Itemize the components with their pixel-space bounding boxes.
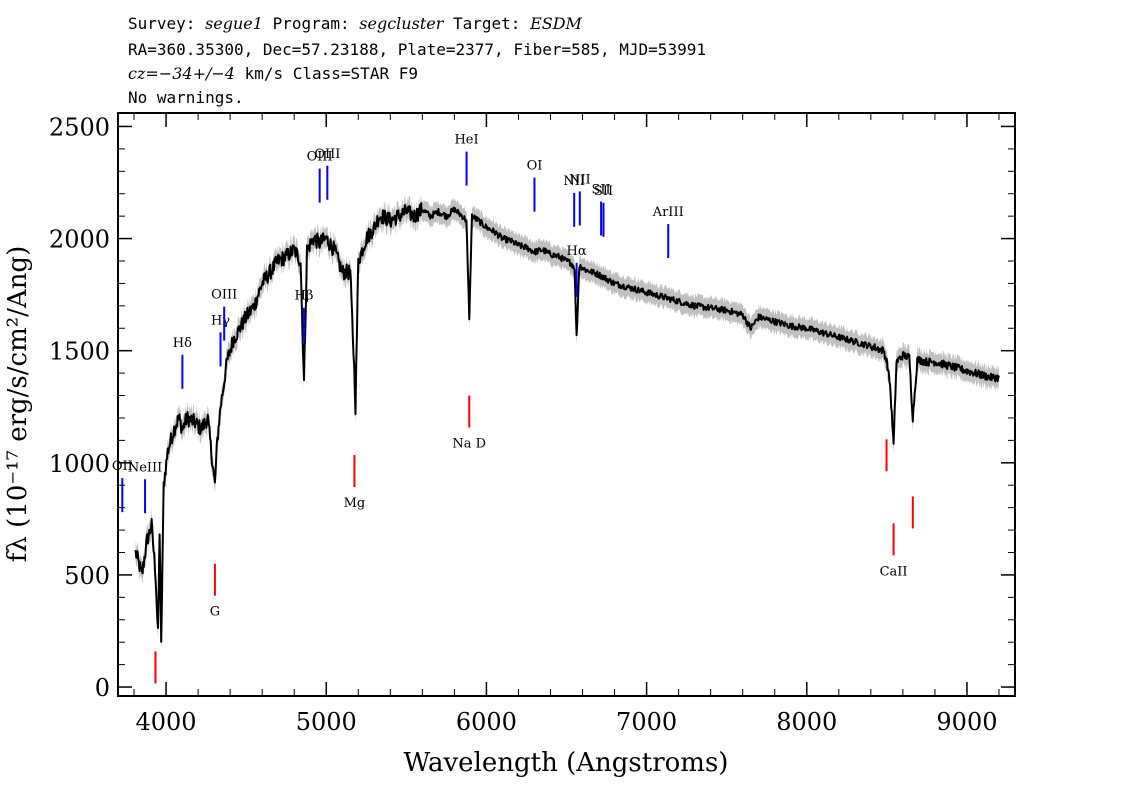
flux-layer: [134, 202, 1000, 643]
emission-line-label: OI: [527, 159, 543, 174]
absorption-line-label: CaII: [880, 564, 908, 579]
flux-line: [134, 202, 1000, 643]
y-tick-label: 1500: [49, 338, 110, 366]
x-tick-label: 5000: [296, 708, 357, 736]
cz-value: cz=−34+/−4: [128, 64, 235, 83]
survey-label: Survey:: [128, 14, 196, 33]
emission-line-label: OIII: [211, 288, 237, 303]
x-tick-label: 8000: [776, 708, 837, 736]
target-label: Target:: [453, 14, 521, 33]
emission-line-label: Hγ: [211, 313, 230, 328]
emission-line-label: NII: [563, 174, 585, 189]
x-tick-label: 4000: [136, 708, 197, 736]
program-value: segcluster: [359, 14, 444, 33]
x-tick-label: 9000: [936, 708, 997, 736]
header-line-coordinates: RA=360.35300, Dec=57.23188, Plate=2377, …: [128, 40, 706, 59]
emission-line-label: Hβ: [295, 289, 314, 304]
emission-line-label: NII: [569, 172, 591, 187]
emission-line-label: NeIII: [128, 460, 162, 475]
absorption-line-label: G: [210, 605, 220, 620]
emission-line-label: OIII: [314, 147, 340, 162]
survey-value: segue1: [205, 14, 263, 33]
emission-line-label: HeI: [454, 133, 478, 148]
x-tick-label: 6000: [456, 708, 517, 736]
y-tick-label: 0: [95, 674, 110, 702]
emission-line-label: Hα: [567, 244, 587, 259]
absorption-line-label: Mg: [344, 496, 366, 511]
y-tick-label: 2500: [49, 113, 110, 141]
target-value: ESDM: [530, 14, 582, 33]
header-line-redshift: cz=−34+/−4 km/s Class=STAR F9: [128, 64, 418, 83]
header-line-survey: Survey: segue1 Program: segcluster Targe…: [128, 14, 582, 33]
y-tick-label: 1000: [49, 450, 110, 478]
emission-line-label: SII: [594, 184, 613, 199]
header-line-warnings: No warnings.: [128, 88, 244, 107]
emission-line-label: ArIII: [652, 205, 684, 220]
ticks-layer: 4000 5000 6000 7000 8000 9000 0 500 1000 1500 2000…: [49, 113, 1015, 736]
emission-line-label: OIII: [307, 150, 333, 165]
y-tick-label: 500: [64, 562, 110, 590]
absorption-line-label: Na D: [452, 437, 486, 452]
x-tick-label: 7000: [616, 708, 677, 736]
plot-frame: [117, 112, 1016, 697]
y-tick-label: 2000: [49, 226, 110, 254]
y-axis-label: fλ (10⁻¹⁷ erg/s/cm²/Ang): [3, 246, 33, 562]
emission-line-label: SII: [592, 183, 611, 198]
x-axis-label: Wavelength (Angstroms): [404, 748, 729, 778]
emission-line-label: Hδ: [173, 336, 192, 351]
class-value: km/s Class=STAR F9: [234, 64, 418, 83]
program-label: Program:: [272, 14, 350, 33]
